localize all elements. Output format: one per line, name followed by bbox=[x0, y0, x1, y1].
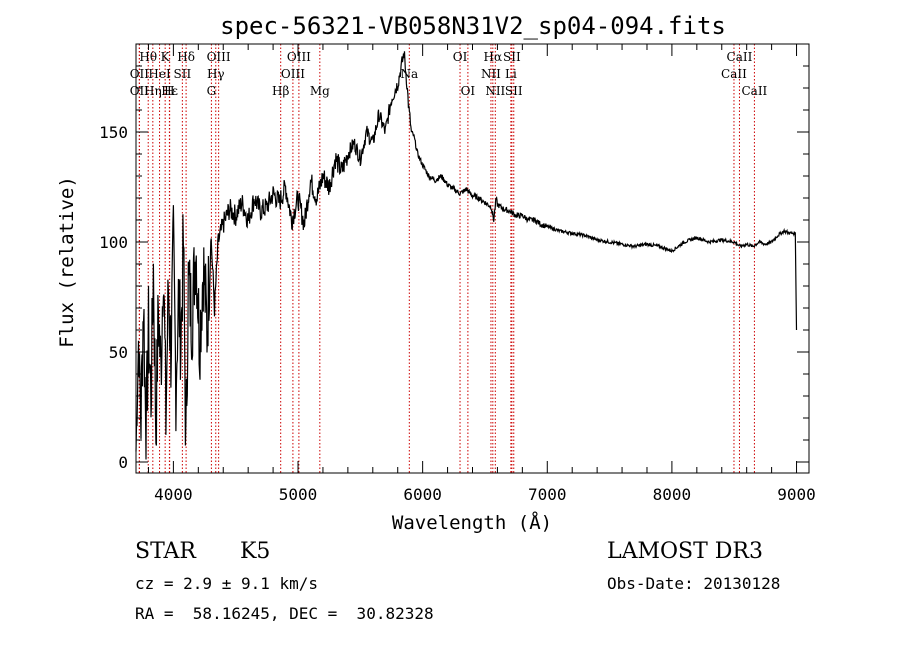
spectral-line-markers bbox=[138, 44, 755, 473]
star-class: STAR bbox=[135, 539, 196, 564]
line-label-21: SII bbox=[503, 50, 521, 64]
line-label-17: Na bbox=[400, 67, 418, 81]
x-tick-label: 7000 bbox=[528, 485, 567, 504]
x-tick-label: 9000 bbox=[777, 485, 816, 504]
y-tick-label: 150 bbox=[99, 123, 128, 142]
cz-value: cz = 2.9 ± 9.1 km/s bbox=[135, 574, 319, 593]
y-tick-label: 100 bbox=[99, 233, 128, 252]
chart-title: spec-56321-VB058N31V2_sp04-094.fits bbox=[220, 12, 726, 40]
line-label-0: Hθ bbox=[139, 50, 157, 64]
line-label-27: CaII bbox=[721, 67, 747, 81]
line-label-1: OII bbox=[130, 67, 150, 81]
line-label-28: CaII bbox=[741, 84, 767, 98]
line-label-16: Mg bbox=[310, 84, 330, 98]
line-label-24: NII bbox=[485, 84, 505, 98]
line-label-2: OII bbox=[130, 84, 150, 98]
line-label-10: OIII bbox=[207, 50, 231, 64]
x-tick-label: 4000 bbox=[154, 485, 193, 504]
plot-axes: 4000 5000 6000 7000 8000 9000 0 50 100 150 bbox=[99, 43, 816, 504]
line-label-12: G bbox=[207, 84, 217, 98]
line-label-7: H bbox=[164, 84, 174, 98]
line-label-3: K bbox=[161, 50, 171, 64]
line-label-14: OIII bbox=[287, 50, 311, 64]
line-label-15: OIII bbox=[281, 67, 305, 81]
x-axis-label: Wavelength (Å) bbox=[392, 511, 552, 534]
line-label-8: SII bbox=[174, 67, 192, 81]
star-subclass: K5 bbox=[240, 539, 271, 564]
obs-date: Obs-Date: 20130128 bbox=[607, 574, 781, 593]
spectrum-series-line bbox=[135, 51, 798, 460]
line-label-20: Hα bbox=[484, 50, 503, 64]
line-label-13: Hβ bbox=[272, 84, 289, 98]
y-tick-label: 0 bbox=[118, 453, 128, 472]
x-tick-label: 8000 bbox=[653, 485, 692, 504]
line-label-23: Li bbox=[505, 67, 517, 81]
x-tick-label: 5000 bbox=[279, 485, 318, 504]
line-label-26: CaII bbox=[727, 50, 753, 64]
line-label-6: Hη bbox=[144, 84, 162, 98]
line-label-11: Hγ bbox=[207, 67, 225, 81]
line-label-25: SII bbox=[505, 84, 523, 98]
line-label-5: Hε bbox=[161, 84, 178, 98]
line-label-18: OI bbox=[453, 50, 468, 64]
line-label-9: Hδ bbox=[177, 50, 195, 64]
ra-dec-value: RA = 58.16245, DEC = 30.82328 bbox=[135, 604, 434, 623]
y-axis-label: Flux (relative) bbox=[56, 176, 78, 348]
line-label-19: OI bbox=[461, 84, 476, 98]
y-tick-label: 50 bbox=[109, 343, 128, 362]
line-label-4: HeI bbox=[148, 67, 171, 81]
x-tick-label: 6000 bbox=[403, 485, 442, 504]
survey-name: LAMOST DR3 bbox=[607, 539, 763, 564]
line-label-22: NII bbox=[481, 67, 501, 81]
